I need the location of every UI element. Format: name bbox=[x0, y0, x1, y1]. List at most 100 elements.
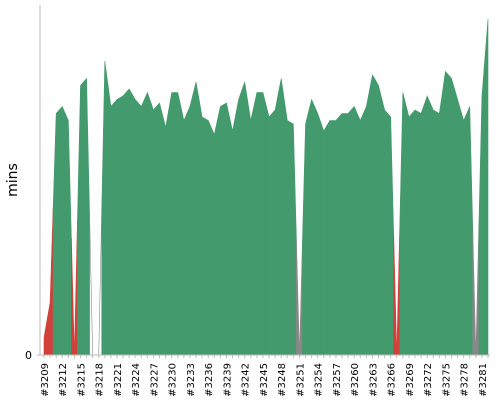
build-area bbox=[405, 104, 413, 356]
build-area bbox=[204, 118, 212, 356]
x-tick-label: #3209 bbox=[40, 363, 51, 397]
build-area bbox=[454, 88, 461, 356]
build-area bbox=[314, 106, 322, 356]
x-tick-label: #3236 bbox=[204, 363, 215, 397]
build-area bbox=[119, 91, 127, 356]
x-tick-label: #3251 bbox=[295, 363, 306, 397]
build-area bbox=[296, 239, 303, 356]
build-area bbox=[399, 92, 407, 356]
build-area bbox=[156, 102, 163, 356]
x-tick-label: #3242 bbox=[241, 363, 252, 397]
build-area bbox=[174, 92, 182, 356]
build-area bbox=[484, 18, 489, 356]
build-area bbox=[478, 57, 486, 356]
y-tick-label: 0 bbox=[25, 349, 32, 362]
build-area bbox=[131, 93, 139, 356]
build-area bbox=[472, 225, 480, 356]
build-area bbox=[241, 81, 249, 356]
build-area bbox=[302, 111, 309, 356]
build-area bbox=[144, 91, 151, 356]
x-tick-label: #3230 bbox=[168, 363, 179, 397]
build-area bbox=[95, 207, 103, 356]
x-tick-label: #3245 bbox=[259, 363, 270, 397]
x-tick-label: #3272 bbox=[423, 363, 434, 397]
x-tick-label: #3233 bbox=[186, 363, 197, 397]
build-area bbox=[290, 121, 297, 356]
build-area bbox=[125, 88, 133, 356]
build-area bbox=[168, 92, 176, 356]
build-area bbox=[113, 97, 121, 356]
build-area bbox=[186, 94, 194, 356]
build-area bbox=[411, 109, 419, 356]
build-area bbox=[162, 109, 169, 356]
x-tick-label: #3278 bbox=[460, 363, 471, 397]
x-tick-label: #3224 bbox=[131, 363, 142, 397]
build-area bbox=[259, 92, 267, 356]
build-area bbox=[344, 109, 352, 356]
x-tick-label: #3266 bbox=[387, 363, 398, 397]
x-tick-label: #3239 bbox=[222, 363, 233, 397]
x-tick-label: #3212 bbox=[58, 363, 69, 397]
build-area bbox=[89, 216, 96, 356]
build-area bbox=[320, 122, 328, 356]
build-area bbox=[235, 90, 242, 356]
build-area bbox=[381, 97, 388, 356]
x-tick-label: #3275 bbox=[441, 363, 452, 397]
build-area bbox=[247, 101, 255, 356]
build-area bbox=[423, 95, 431, 356]
build-area bbox=[58, 105, 66, 356]
x-tick-label: #3263 bbox=[368, 363, 379, 397]
x-tick-label: #3260 bbox=[350, 363, 361, 397]
build-area bbox=[466, 106, 474, 356]
build-area bbox=[429, 102, 437, 356]
x-tick-label: #3254 bbox=[314, 363, 325, 397]
build-area bbox=[326, 120, 334, 356]
build-area bbox=[436, 92, 443, 356]
x-tick-label: #3221 bbox=[113, 363, 124, 397]
build-area bbox=[460, 109, 468, 356]
build-area bbox=[387, 112, 395, 356]
build-area bbox=[265, 104, 273, 356]
build-area bbox=[210, 120, 218, 356]
build-area bbox=[198, 99, 206, 356]
x-tick-label: #3281 bbox=[478, 363, 489, 397]
build-area bbox=[223, 102, 230, 356]
build-area bbox=[253, 92, 261, 356]
x-tick-label: #3227 bbox=[149, 363, 160, 397]
build-area bbox=[277, 78, 285, 356]
build-area bbox=[417, 104, 425, 356]
build-area bbox=[83, 77, 90, 356]
y-axis-label: mins bbox=[5, 163, 21, 197]
build-area bbox=[393, 223, 401, 356]
build-area bbox=[192, 81, 200, 356]
build-area bbox=[350, 105, 358, 356]
x-tick-label: #3215 bbox=[76, 363, 87, 397]
build-area bbox=[229, 115, 236, 356]
build-area bbox=[271, 94, 279, 356]
build-area bbox=[217, 104, 224, 356]
build-area bbox=[107, 83, 115, 356]
x-tick-label: #3218 bbox=[95, 363, 106, 397]
build-area bbox=[52, 109, 60, 356]
build-area bbox=[64, 113, 72, 356]
build-area bbox=[448, 74, 455, 356]
build-area bbox=[46, 207, 54, 356]
build-area bbox=[71, 220, 78, 356]
build-area bbox=[363, 90, 370, 356]
build-area bbox=[77, 81, 84, 356]
build-area bbox=[101, 60, 109, 356]
build-area bbox=[283, 99, 291, 356]
build-area bbox=[150, 101, 157, 356]
build-area bbox=[369, 74, 376, 356]
build-area bbox=[375, 79, 382, 356]
build-area bbox=[180, 106, 188, 356]
build-area bbox=[442, 70, 449, 356]
build-area bbox=[356, 113, 364, 356]
x-tick-label: #3248 bbox=[277, 363, 288, 397]
build-area bbox=[137, 99, 145, 356]
x-tick-label: #3269 bbox=[405, 363, 416, 397]
build-area bbox=[308, 98, 315, 356]
build-area bbox=[332, 116, 340, 356]
build-area bbox=[43, 319, 48, 356]
